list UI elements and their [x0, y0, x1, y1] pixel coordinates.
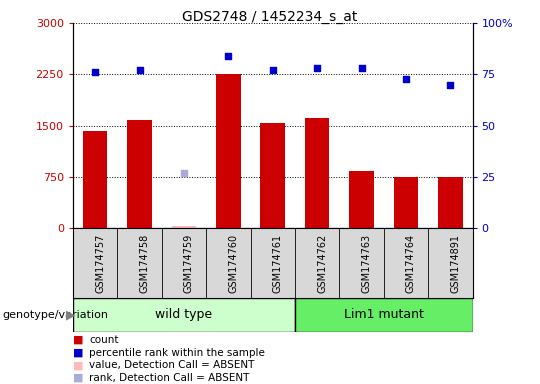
- Text: wild type: wild type: [156, 308, 212, 321]
- Text: GSM174761: GSM174761: [273, 234, 283, 293]
- Text: percentile rank within the sample: percentile rank within the sample: [89, 348, 265, 358]
- Text: GSM174757: GSM174757: [95, 234, 105, 293]
- Text: count: count: [89, 335, 119, 345]
- Point: [446, 81, 455, 88]
- Bar: [216, 74, 240, 228]
- Text: GSM174759: GSM174759: [184, 234, 194, 293]
- Bar: [438, 177, 462, 228]
- Point: [357, 65, 366, 71]
- Text: genotype/variation: genotype/variation: [3, 310, 109, 320]
- Bar: [349, 171, 374, 228]
- Point: [402, 75, 410, 81]
- Text: ■: ■: [73, 360, 83, 370]
- Text: GSM174763: GSM174763: [361, 234, 372, 293]
- Text: rank, Detection Call = ABSENT: rank, Detection Call = ABSENT: [89, 373, 249, 383]
- Text: GSM174764: GSM174764: [406, 234, 416, 293]
- Text: value, Detection Call = ABSENT: value, Detection Call = ABSENT: [89, 360, 254, 370]
- Point: [91, 69, 99, 75]
- Text: GSM174760: GSM174760: [228, 234, 238, 293]
- Bar: [305, 118, 329, 228]
- Point: [135, 67, 144, 73]
- Text: ▶: ▶: [66, 308, 76, 321]
- Bar: [127, 120, 152, 228]
- Bar: [295, 298, 472, 332]
- Text: GSM174758: GSM174758: [139, 234, 150, 293]
- Point: [268, 67, 277, 73]
- Bar: [83, 131, 107, 228]
- Text: GSM174891: GSM174891: [450, 234, 460, 293]
- Text: ■: ■: [73, 373, 83, 383]
- Text: Lim1 mutant: Lim1 mutant: [344, 308, 424, 321]
- Point: [313, 65, 321, 71]
- Text: ■: ■: [73, 348, 83, 358]
- Bar: [260, 123, 285, 228]
- Bar: [73, 298, 295, 332]
- Point: [180, 170, 188, 176]
- Text: GSM174762: GSM174762: [317, 234, 327, 293]
- Bar: [172, 226, 196, 228]
- Text: GDS2748 / 1452234_s_at: GDS2748 / 1452234_s_at: [183, 10, 357, 23]
- Point: [224, 53, 233, 59]
- Text: ■: ■: [73, 335, 83, 345]
- Bar: [394, 177, 418, 228]
